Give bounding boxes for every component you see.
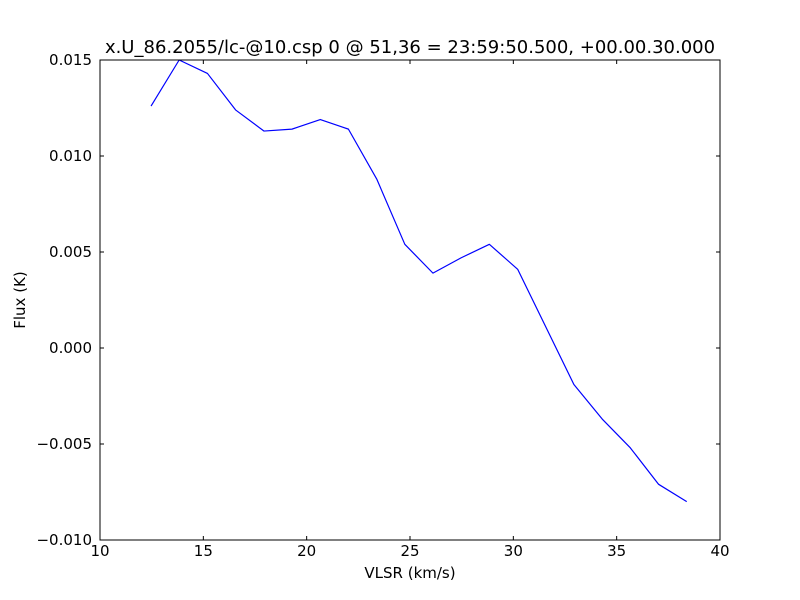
x-tick-label: 40 [710, 542, 729, 560]
y-tick-label: 0.015 [49, 51, 92, 69]
y-tick-label: 0.010 [49, 147, 92, 165]
x-tick-label: 30 [504, 542, 523, 560]
chart-title: x.U_86.2055/lc-@10.csp 0 @ 51,36 = 23:59… [105, 37, 715, 58]
x-tick-label: 25 [400, 542, 419, 560]
y-tick-label: 0.005 [49, 243, 92, 261]
plot-area: 10 15 20 25 30 35 40 −0.010 −0.005 0.000 0.005 0.01… [36, 51, 729, 560]
x-axis-label: VLSR (km/s) [364, 564, 455, 582]
y-axis-label: Flux (K) [11, 271, 29, 329]
series-line-0 [150, 59, 688, 503]
x-tick-label: 15 [194, 542, 213, 560]
x-tick-label: 10 [90, 542, 109, 560]
y-tick-label: −0.010 [36, 531, 92, 549]
x-tick-label: 35 [607, 542, 626, 560]
y-tick-label: −0.005 [36, 435, 92, 453]
y-tick-label: 0.000 [49, 339, 92, 357]
x-tick-label: 20 [297, 542, 316, 560]
